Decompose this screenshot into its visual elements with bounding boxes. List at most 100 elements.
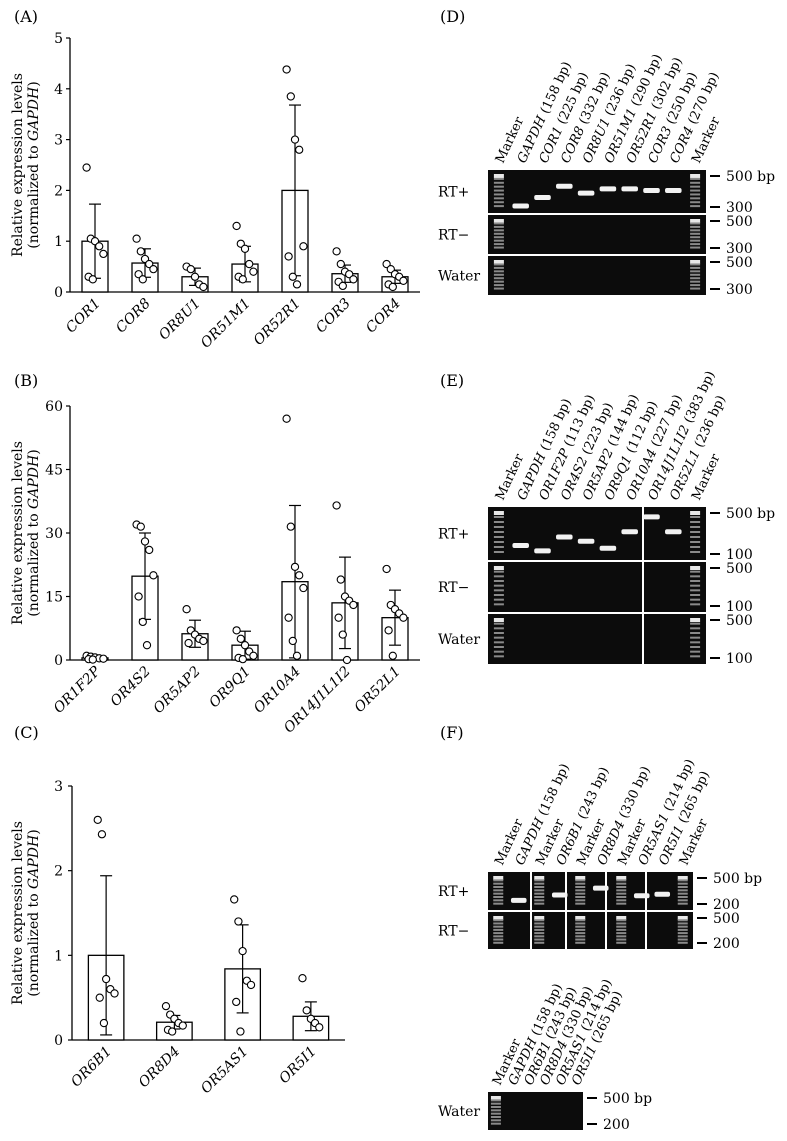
ladder-band [575, 919, 586, 922]
sample-band [643, 514, 660, 520]
ladder-band [690, 193, 701, 196]
x-tick-label: OR5AP2 [151, 663, 204, 716]
y-tick-label: 3 [54, 779, 63, 795]
ladder-band [534, 916, 545, 920]
data-point [184, 638, 193, 648]
ladder-band [493, 229, 504, 232]
x-tick-label: COR4 [363, 296, 404, 337]
data-point [145, 545, 154, 555]
ladder-band [690, 541, 701, 543]
ladder-band [690, 205, 701, 208]
ladder-band [534, 896, 545, 898]
data-point [338, 281, 347, 291]
data-point [295, 145, 304, 154]
data-point [295, 571, 304, 580]
data-point [284, 252, 293, 261]
ladder-band [690, 655, 701, 658]
size-label: 500 [726, 613, 753, 629]
ladder-band [616, 902, 627, 905]
ladder-band [690, 197, 701, 200]
row-label: RT+ [438, 185, 469, 201]
ladder-band [690, 650, 701, 653]
ladder-band [690, 225, 701, 228]
size-label: 300 [726, 241, 753, 257]
x-tick-label: OR9Q1 [206, 664, 254, 712]
data-point [99, 654, 108, 663]
ladder-band [493, 919, 504, 922]
data-point [97, 830, 107, 839]
x-tick-label: OR10A4 [251, 664, 304, 717]
data-point [238, 275, 247, 284]
data-point [99, 1018, 109, 1028]
ladder-band [690, 570, 701, 573]
data-point [245, 259, 254, 269]
ladder-band [690, 584, 701, 587]
y-tick-label: 1 [54, 234, 63, 250]
size-label: 200 [713, 936, 740, 952]
ladder-band [677, 922, 688, 925]
gel-row [488, 1092, 583, 1130]
data-point [299, 242, 308, 251]
y-axis-label-gene: GAPDH [26, 86, 42, 141]
ladder-band [575, 925, 586, 928]
data-point [149, 264, 158, 274]
ladder-band [534, 932, 545, 935]
y-tick-label: 5 [54, 31, 63, 47]
sample-band [510, 897, 527, 903]
data-point [292, 651, 302, 660]
ladder-band [690, 280, 701, 283]
data-point [388, 282, 397, 292]
y-tick-label: 1 [54, 948, 63, 964]
row-label: RT+ [438, 884, 469, 900]
ladder-band [493, 618, 504, 622]
chart-panel-1: (A) 0 1 2 3 4 5 Relative expression levels (norm… [10, 7, 420, 351]
ladder-band [690, 177, 701, 180]
ladder-band [493, 882, 504, 885]
ladder-band [493, 902, 504, 905]
ladder-band [677, 902, 688, 905]
ladder-band [490, 1122, 501, 1125]
ladder-band [493, 627, 504, 630]
ladder-band [493, 225, 504, 228]
ladder-band [493, 232, 504, 235]
ladder-band [493, 521, 504, 523]
ladder-band [690, 598, 701, 601]
sample-band [599, 186, 617, 192]
ladder-band [534, 928, 545, 931]
row-label: Water [438, 632, 480, 648]
ladder-band [493, 584, 504, 587]
ladder-band [690, 222, 701, 225]
y-axis-label-line2: (normalized to GAPDH) [26, 81, 42, 248]
ladder-band [690, 594, 701, 596]
ladder-band [534, 922, 545, 925]
ladder-band [493, 566, 504, 570]
ladder-band [534, 876, 545, 880]
ladder-band [690, 526, 701, 528]
ladder-band [575, 928, 586, 931]
data-point [136, 522, 145, 531]
ladder-band [493, 280, 504, 283]
ladder-band [493, 536, 504, 538]
data-point [240, 244, 250, 253]
ladder-band [690, 531, 701, 533]
ladder-band [490, 1096, 501, 1100]
ladder-band [677, 876, 688, 880]
ladder-band [677, 896, 688, 898]
x-tick-label: COR3 [313, 295, 354, 336]
ladder-band [690, 273, 701, 276]
data-point [142, 641, 152, 650]
ladder-band [575, 886, 586, 888]
ladder-band [690, 189, 701, 192]
data-point [338, 630, 347, 639]
x-tick-label: OR52R1 [251, 296, 304, 349]
ladder-band [493, 239, 504, 242]
ladder-band [616, 886, 627, 888]
gel-row [488, 562, 706, 612]
ladder-band [677, 916, 688, 920]
ladder-band [690, 287, 701, 290]
row-label: RT− [438, 228, 469, 244]
y-tick-label: 0 [54, 285, 63, 301]
